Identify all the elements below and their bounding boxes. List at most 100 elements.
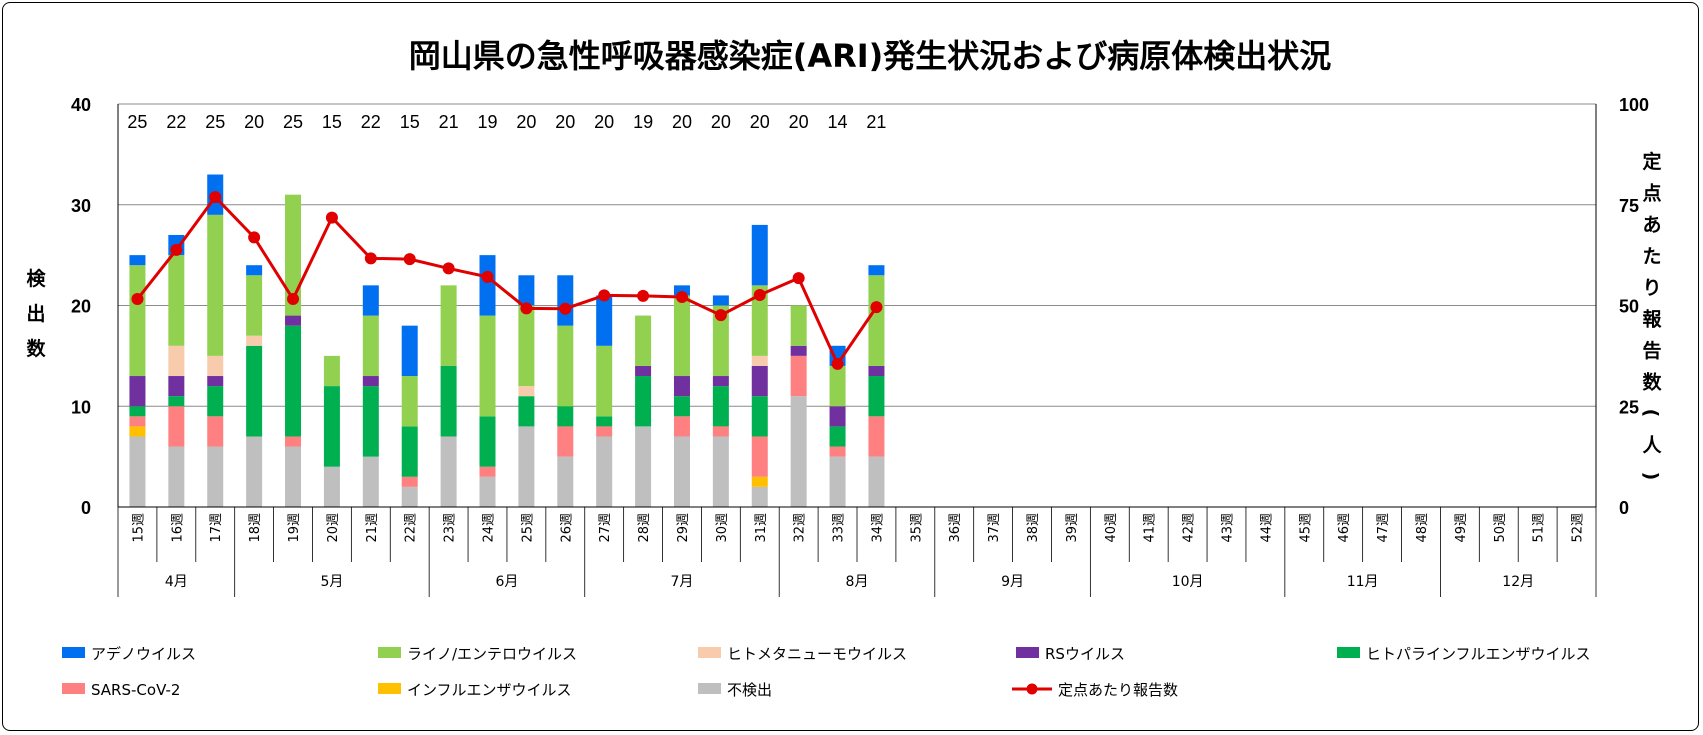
bar-segment — [557, 426, 574, 457]
sample-count-label: 20 — [789, 112, 809, 132]
bar-segment — [129, 436, 146, 507]
left-axis-label: 検出数 — [26, 267, 46, 360]
sample-count-label: 22 — [166, 112, 186, 132]
month-label: 10月 — [1172, 574, 1204, 590]
report-point — [364, 252, 377, 265]
sample-count-label: 25 — [127, 112, 147, 132]
sample-count-label: 25 — [283, 112, 303, 132]
bar-segment — [285, 436, 302, 447]
bar-segment — [868, 456, 885, 507]
y-tick-label: 0 — [81, 498, 91, 518]
sample-count-label: 15 — [400, 112, 420, 132]
month-label: 11月 — [1347, 574, 1379, 590]
x-tick-label: 32週 — [793, 513, 808, 543]
bar-segment — [129, 416, 146, 427]
bar-segment — [518, 275, 535, 306]
month-label: 6月 — [495, 574, 518, 590]
bar-segment — [712, 436, 729, 507]
x-tick-label: 37週 — [987, 513, 1002, 543]
bar-segment — [401, 426, 418, 477]
bar-segment — [868, 416, 885, 457]
bar-segment — [790, 355, 807, 397]
axes — [117, 104, 1597, 597]
y-tick-label: 10 — [71, 397, 91, 417]
bar-segment — [401, 486, 418, 507]
x-tick-label: 48週 — [1415, 513, 1430, 543]
bar-segment — [401, 476, 418, 487]
month-labels: 4月 5月 6月 7月 8月 9月 10月 11月 12月 — [165, 574, 1534, 590]
bar-segment — [285, 194, 302, 316]
bar-segment — [635, 365, 652, 377]
bar-segment — [246, 335, 263, 346]
legend-swatch — [1016, 647, 1039, 658]
bar-segment — [207, 386, 224, 417]
bar-segment — [362, 285, 379, 316]
bar-segment — [129, 406, 146, 417]
bar-segment — [207, 446, 224, 507]
bar-segment — [518, 426, 535, 507]
x-tick-label: 49週 — [1454, 513, 1469, 543]
legend-swatch — [62, 683, 85, 694]
sample-count-label: 14 — [828, 112, 848, 132]
right-y-ticks: 0 25 50 75 100 — [1619, 95, 1649, 518]
bar-segment — [129, 255, 146, 266]
bar-segment — [518, 386, 535, 397]
x-tick-label: 23週 — [443, 513, 458, 543]
month-label: 4月 — [165, 574, 188, 590]
bar-segment — [712, 295, 729, 306]
left-axis-label-char: 数 — [26, 337, 46, 360]
bar-segment — [751, 476, 768, 487]
left-axis-label-char: 出 — [26, 302, 45, 325]
sample-count-label: 20 — [516, 112, 536, 132]
x-tick-label: 19週 — [287, 513, 302, 543]
report-point — [287, 293, 300, 306]
bar-segment — [790, 305, 807, 346]
legend-swatch — [698, 647, 721, 658]
bar-segment — [285, 325, 302, 437]
sample-count-label: 19 — [633, 112, 653, 132]
bar-segment — [557, 456, 574, 507]
legend-label: アデノウイルス — [91, 645, 196, 663]
bar-segment — [673, 396, 690, 417]
bar-segment — [712, 376, 729, 387]
report-point — [131, 293, 144, 306]
bar-segment — [712, 386, 729, 427]
legend-label: ヒトパラインフルエンザウイルス — [1366, 645, 1591, 663]
chart-title: 岡山県の急性呼吸器感染症(ARI)発生状況および病原体検出状況 — [409, 37, 1332, 75]
right-axis-label-char: ( — [1640, 409, 1662, 418]
bar-segment — [673, 416, 690, 437]
bar-segment — [596, 295, 613, 346]
sample-counts: 25 22 25 20 25 15 22 15 21 19 20 20 20 19 20 20 20 20 14 21 — [127, 112, 886, 132]
bar-segment — [323, 386, 340, 467]
report-point — [403, 253, 416, 266]
month-label: 8月 — [846, 574, 869, 590]
bar-segment — [790, 396, 807, 507]
bar-segment — [246, 345, 263, 437]
bar-segment — [479, 255, 496, 316]
bar-segment — [479, 416, 496, 467]
y2-tick-label: 75 — [1619, 196, 1639, 216]
bar-segment — [323, 355, 340, 387]
x-tick-label: 29週 — [676, 513, 691, 543]
bar-segment — [168, 255, 185, 346]
bar-segment — [246, 436, 263, 507]
legend-swatch — [378, 683, 401, 694]
bar-segment — [129, 426, 146, 437]
report-point — [831, 357, 844, 370]
bar-segment — [440, 436, 457, 507]
bar-segment — [596, 345, 613, 417]
y2-tick-label: 25 — [1619, 397, 1639, 417]
bar-segment — [207, 214, 224, 356]
bar-segment — [790, 345, 807, 356]
bar-segment — [362, 386, 379, 457]
bar-segment — [635, 426, 652, 507]
report-point — [442, 262, 455, 275]
bar-segment — [401, 376, 418, 427]
month-label: 12月 — [1502, 574, 1534, 590]
bar-segment — [673, 436, 690, 507]
legend-label: SARS-CoV-2 — [91, 681, 180, 699]
bar-segment — [246, 275, 263, 336]
bar-segment — [557, 325, 574, 407]
